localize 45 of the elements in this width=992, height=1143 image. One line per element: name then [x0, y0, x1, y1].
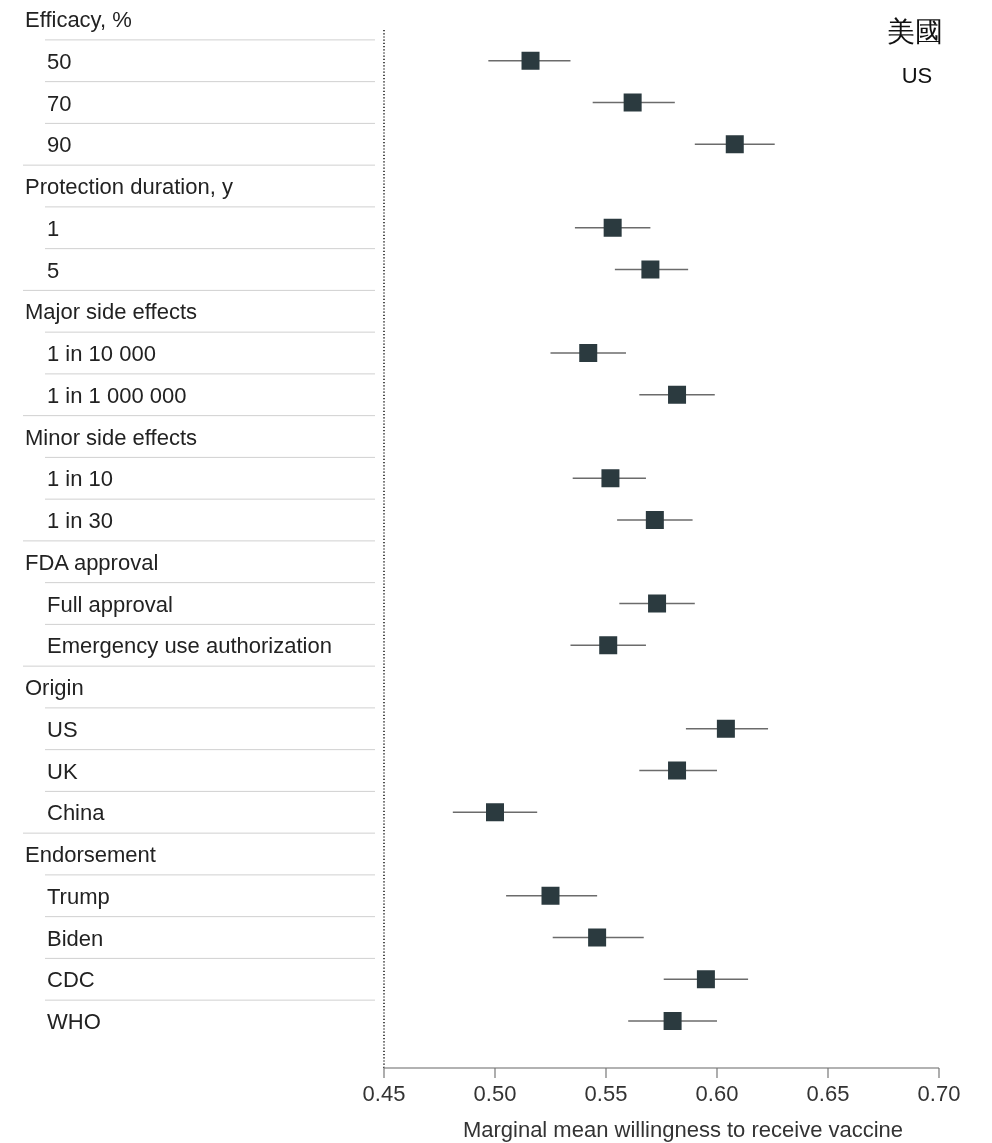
point — [599, 636, 618, 655]
y-tick-label: Biden — [47, 925, 104, 951]
point — [623, 93, 642, 112]
y-tick-label: China — [47, 800, 106, 826]
y-tick-label: WHO — [47, 1009, 101, 1034]
point — [648, 594, 667, 613]
y-tick-label: UK — [47, 758, 78, 784]
point — [603, 218, 622, 237]
point — [668, 385, 687, 404]
point — [645, 511, 664, 529]
point — [579, 344, 598, 362]
chart-title: 美國 — [887, 16, 943, 47]
point — [696, 970, 715, 989]
point — [663, 1012, 682, 1030]
x-axis-title: Marginal mean willingness to receive vaccine — [462, 1117, 904, 1142]
y-tick-label: Emergency use authorization — [47, 633, 332, 659]
y-tick-label: 90 — [47, 132, 72, 158]
y-tick-label: Trump — [47, 883, 110, 909]
point — [641, 260, 660, 279]
x-tick-label: 0.55 — [584, 1081, 628, 1106]
x-tick-label: 0.70 — [917, 1081, 961, 1106]
y-tick-label: US — [47, 716, 78, 742]
x-tick-label: 0.45 — [362, 1081, 406, 1106]
text: US — [901, 63, 933, 88]
y-tick-label: 1 — [47, 215, 60, 241]
point — [521, 51, 540, 70]
y-tick-label: 70 — [47, 90, 72, 116]
x-tick-label: 0.65 — [806, 1081, 850, 1106]
point — [486, 803, 504, 822]
y-tick-label: 1 in 30 — [47, 508, 114, 533]
y-tick-label: CDC — [47, 967, 95, 993]
y-tick-label: 50 — [47, 48, 72, 74]
y-tick-label: Full approval — [47, 591, 173, 617]
y-tick-label: 1 in 10 — [47, 466, 114, 492]
y-tick-label: 1 in 1 000 000 — [47, 382, 187, 408]
y-tick-label: 1 in 10 000 — [47, 341, 156, 366]
point — [588, 928, 607, 947]
point — [541, 886, 560, 905]
point — [668, 761, 687, 780]
point — [601, 469, 620, 488]
point — [716, 719, 735, 738]
point — [725, 135, 744, 154]
y-tick-label: 5 — [47, 257, 60, 283]
x-tick-label: 0.60 — [695, 1081, 739, 1106]
x-tick-label: 0.50 — [473, 1081, 517, 1106]
